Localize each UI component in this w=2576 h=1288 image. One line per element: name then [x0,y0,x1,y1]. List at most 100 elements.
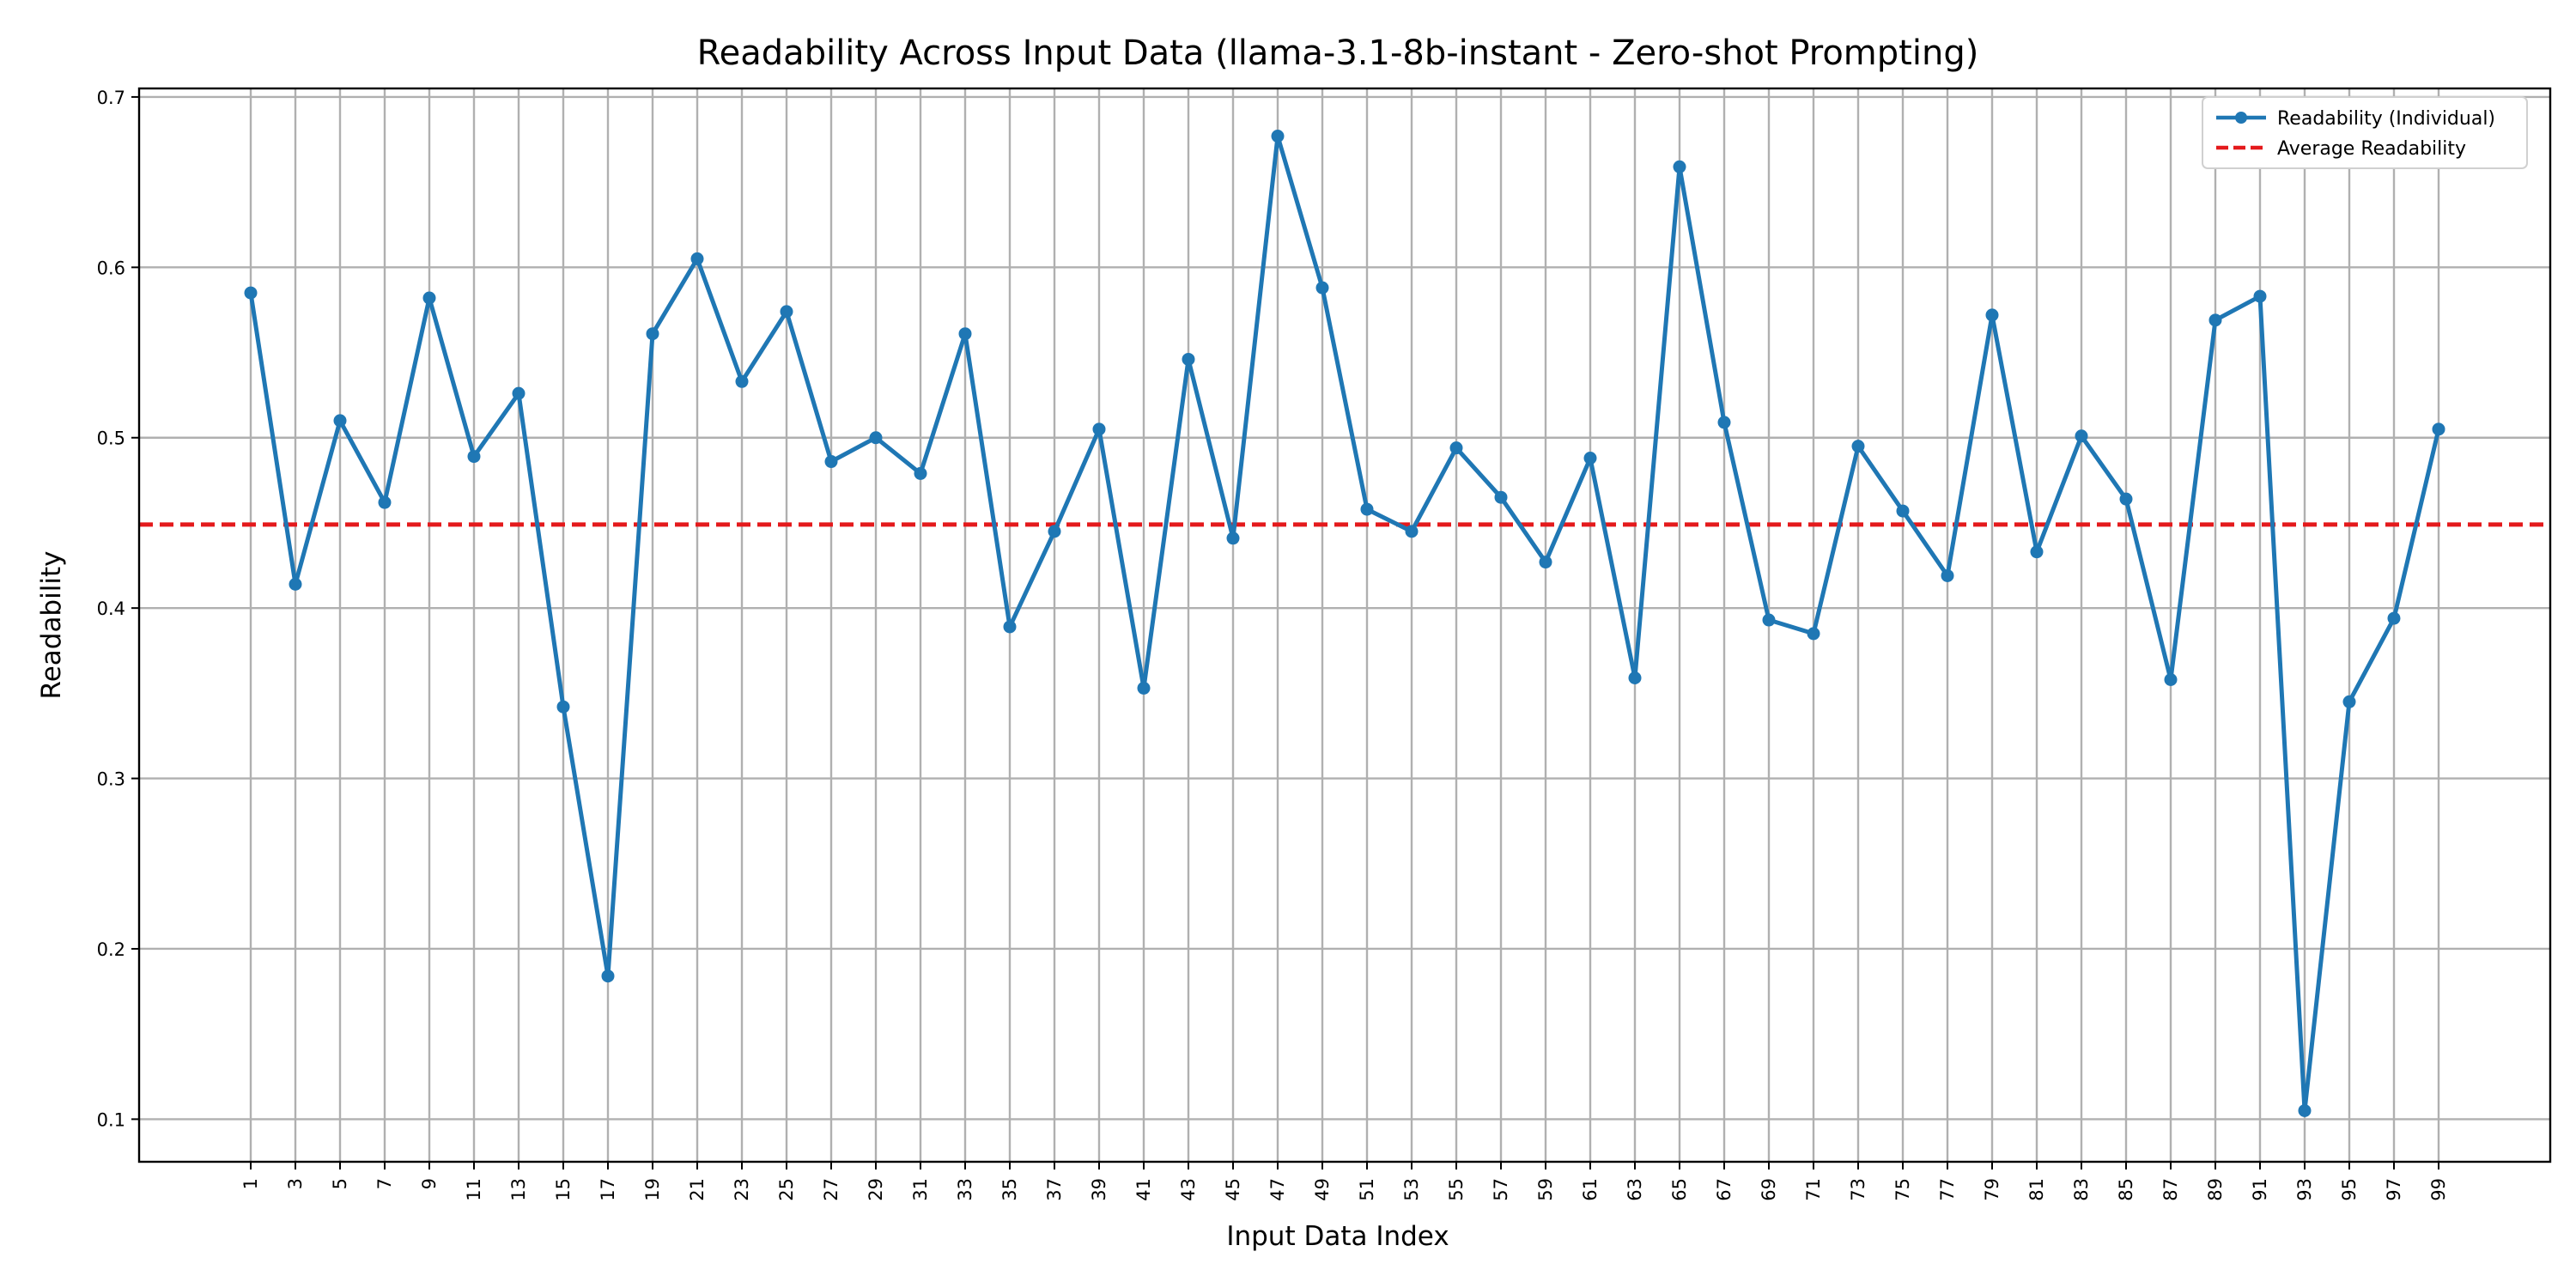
x-tick-label: 37 [1044,1178,1065,1201]
x-tick-label: 47 [1267,1178,1288,1201]
readability-point [467,450,481,464]
x-tick-label: 99 [2428,1178,2449,1201]
x-tick-label: 29 [866,1178,886,1201]
x-tick-label: 63 [1625,1178,1645,1201]
x-tick-label: 97 [2384,1178,2404,1201]
x-axis-ticks: 1 3 5 7 9 11 13 15 17 19 21 23 25 27 29 31 33 35 37 39 41 43 4… [240,1162,2449,1201]
readability-point [289,577,302,591]
y-tick-label: 0.7 [97,88,125,108]
readability-point [1449,441,1463,455]
readability-point [2432,422,2445,436]
y-tick-label: 0.5 [97,428,125,449]
readability-point [1583,452,1597,465]
readability-point [2387,611,2401,625]
readability-point [869,431,883,445]
readability-point [2119,492,2133,506]
series-layer [244,130,2445,1117]
x-tick-label: 55 [1446,1178,1467,1201]
readability-point [1494,490,1508,504]
x-tick-label: 67 [1714,1178,1735,1201]
x-tick-label: 11 [464,1178,484,1201]
readability-point [422,291,436,305]
readability-point [512,386,526,400]
x-tick-label: 51 [1357,1178,1377,1201]
x-tick-label: 3 [285,1178,306,1189]
readability-point [2342,695,2356,708]
x-tick-label: 83 [2071,1178,2092,1201]
readability-point [914,466,927,480]
readability-point [2075,429,2088,443]
readability-point [1003,620,1017,634]
y-tick-label: 0.2 [97,939,125,960]
readability-point [2030,545,2044,559]
x-tick-label: 1 [240,1178,261,1189]
x-tick-label: 53 [1401,1178,1422,1201]
readability-point [1539,556,1552,569]
readability-point [601,969,615,983]
x-tick-label: 17 [598,1178,618,1201]
x-tick-label: 49 [1312,1178,1333,1201]
x-tick-label: 9 [419,1178,440,1189]
y-axis-title: Readability [36,551,67,700]
x-tick-label: 25 [776,1178,797,1201]
readability-point [1315,281,1329,295]
readability-point [1092,422,1106,436]
x-tick-label: 41 [1133,1178,1154,1201]
y-axis-ticks: 0.1 0.2 0.3 0.4 0.5 0.6 0.7 [97,88,139,1130]
y-tick-label: 0.3 [97,769,125,790]
readability-point [958,327,972,341]
readability-point [1360,502,1374,516]
readability-point [556,700,570,714]
readability-point [1762,613,1776,627]
x-tick-label: 75 [1893,1178,1913,1201]
legend-label-individual: Readability (Individual) [2277,108,2495,130]
readability-point [333,414,347,428]
readability-point [1048,525,1061,538]
y-tick-label: 0.4 [97,598,125,619]
readability-point [646,327,659,341]
y-tick-label: 0.1 [97,1109,125,1130]
readability-point [378,495,392,509]
readability-point [824,455,838,469]
readability-point [1137,681,1151,695]
plot-frame [137,87,2552,1163]
x-tick-label: 21 [687,1178,708,1201]
y-tick-label: 0.6 [97,258,125,278]
readability-point [2298,1103,2312,1117]
x-axis-title: Input Data Index [1226,1221,1449,1252]
x-tick-label: 85 [2116,1178,2136,1201]
readability-point [2164,672,2178,686]
readability-point [780,305,793,319]
x-tick-label: 57 [1491,1178,1511,1201]
x-tick-label: 31 [910,1178,931,1201]
x-tick-label: 15 [553,1178,574,1201]
x-tick-label: 33 [955,1178,975,1201]
x-tick-label: 61 [1580,1178,1601,1201]
readability-point [1226,532,1240,545]
x-tick-label: 13 [508,1178,529,1201]
x-tick-label: 19 [642,1178,663,1201]
x-tick-label: 27 [821,1178,841,1201]
x-tick-label: 73 [1848,1178,1868,1201]
readability-point [1673,160,1686,173]
readability-point [735,374,749,388]
x-tick-label: 45 [1223,1178,1243,1201]
grid-lines [139,88,2550,1162]
x-tick-label: 95 [2339,1178,2360,1201]
x-tick-label: 65 [1669,1178,1690,1201]
readability-point [1807,627,1820,641]
readability-point [2253,289,2267,303]
x-tick-label: 5 [330,1178,350,1189]
readability-point [1985,308,1999,322]
x-tick-label: 39 [1089,1178,1109,1201]
readability-point [1717,416,1731,429]
readability-point [1182,352,1195,366]
x-tick-label: 81 [2026,1178,2047,1201]
readability-point [2208,313,2222,327]
x-tick-label: 69 [1759,1178,1779,1201]
readability-individual-line [248,134,2441,1113]
readability-point [1405,525,1419,538]
chart-title: Readability Across Input Data (llama-3.1… [697,33,1979,73]
